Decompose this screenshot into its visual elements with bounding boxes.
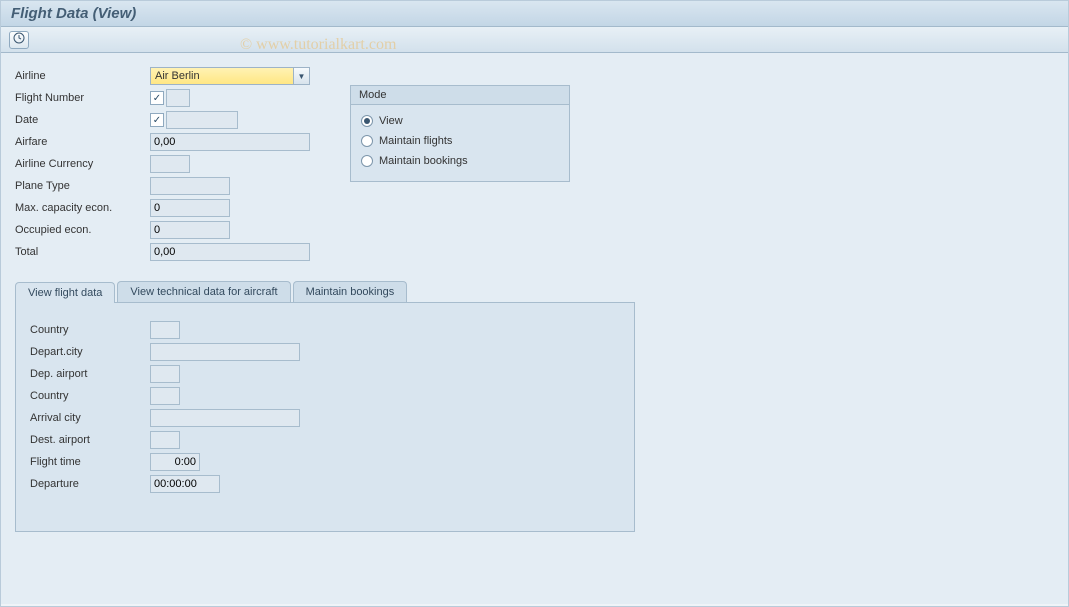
airline-dropdown[interactable]: Air Berlin ▼ bbox=[150, 67, 310, 85]
page-title: Flight Data (View) bbox=[11, 5, 136, 22]
max-cap-input bbox=[150, 199, 230, 217]
plane-type-input bbox=[150, 177, 230, 195]
dest-airport-input bbox=[150, 431, 180, 449]
country1-input bbox=[150, 321, 180, 339]
currency-label: Airline Currency bbox=[15, 158, 150, 170]
country2-input bbox=[150, 387, 180, 405]
mode-groupbox: Mode View Maintain flights Maintain book… bbox=[350, 85, 570, 182]
mode-option-maintain-bookings[interactable]: Maintain bookings bbox=[361, 151, 559, 171]
date-checkbox[interactable]: ✓ bbox=[150, 113, 164, 127]
tab-maintain-bookings[interactable]: Maintain bookings bbox=[293, 281, 408, 302]
dest-airport-label: Dest. airport bbox=[30, 434, 150, 446]
arrival-city-input bbox=[150, 409, 300, 427]
tab-bar: View flight data View technical data for… bbox=[15, 281, 635, 302]
execute-button[interactable] bbox=[9, 31, 29, 49]
max-cap-label: Max. capacity econ. bbox=[15, 202, 150, 214]
chevron-down-icon[interactable]: ▼ bbox=[293, 68, 309, 84]
flight-number-label: Flight Number bbox=[15, 92, 150, 104]
departure-input bbox=[150, 475, 220, 493]
date-label: Date bbox=[15, 114, 150, 126]
toolbar bbox=[1, 27, 1068, 53]
content-area: Airline Air Berlin ▼ Flight Number ✓ Dat… bbox=[1, 53, 1068, 604]
arrival-city-label: Arrival city bbox=[30, 412, 150, 424]
total-input bbox=[150, 243, 310, 261]
date-input[interactable] bbox=[166, 111, 238, 129]
depart-city-label: Depart.city bbox=[30, 346, 150, 358]
clock-icon bbox=[13, 32, 25, 47]
flight-time-input bbox=[150, 453, 200, 471]
occupied-input bbox=[150, 221, 230, 239]
dep-airport-label: Dep. airport bbox=[30, 368, 150, 380]
airfare-label: Airfare bbox=[15, 136, 150, 148]
mode-legend: Mode bbox=[351, 86, 569, 105]
tabstrip: View flight data View technical data for… bbox=[15, 281, 635, 532]
radio-icon bbox=[361, 115, 373, 127]
mode-option-label: Maintain bookings bbox=[379, 155, 468, 167]
tab-panel: Country Depart.city Dep. airport Country… bbox=[15, 302, 635, 532]
mode-option-label: View bbox=[379, 115, 403, 127]
tab-view-flight-data[interactable]: View flight data bbox=[15, 282, 115, 303]
tab-view-technical-data[interactable]: View technical data for aircraft bbox=[117, 281, 290, 302]
mode-option-view[interactable]: View bbox=[361, 111, 559, 131]
mode-option-maintain-flights[interactable]: Maintain flights bbox=[361, 131, 559, 151]
main-form: Airline Air Berlin ▼ Flight Number ✓ Dat… bbox=[15, 65, 310, 263]
airfare-input bbox=[150, 133, 310, 151]
currency-input bbox=[150, 155, 190, 173]
airline-value: Air Berlin bbox=[155, 70, 200, 82]
departure-label: Departure bbox=[30, 478, 150, 490]
total-label: Total bbox=[15, 246, 150, 258]
country2-label: Country bbox=[30, 390, 150, 402]
flight-time-label: Flight time bbox=[30, 456, 150, 468]
flight-number-input[interactable] bbox=[166, 89, 190, 107]
flight-number-checkbox[interactable]: ✓ bbox=[150, 91, 164, 105]
radio-icon bbox=[361, 135, 373, 147]
country1-label: Country bbox=[30, 324, 150, 336]
radio-icon bbox=[361, 155, 373, 167]
title-bar: Flight Data (View) bbox=[1, 1, 1068, 27]
airline-label: Airline bbox=[15, 70, 150, 82]
plane-type-label: Plane Type bbox=[15, 180, 150, 192]
occupied-label: Occupied econ. bbox=[15, 224, 150, 236]
mode-option-label: Maintain flights bbox=[379, 135, 452, 147]
depart-city-input bbox=[150, 343, 300, 361]
dep-airport-input bbox=[150, 365, 180, 383]
